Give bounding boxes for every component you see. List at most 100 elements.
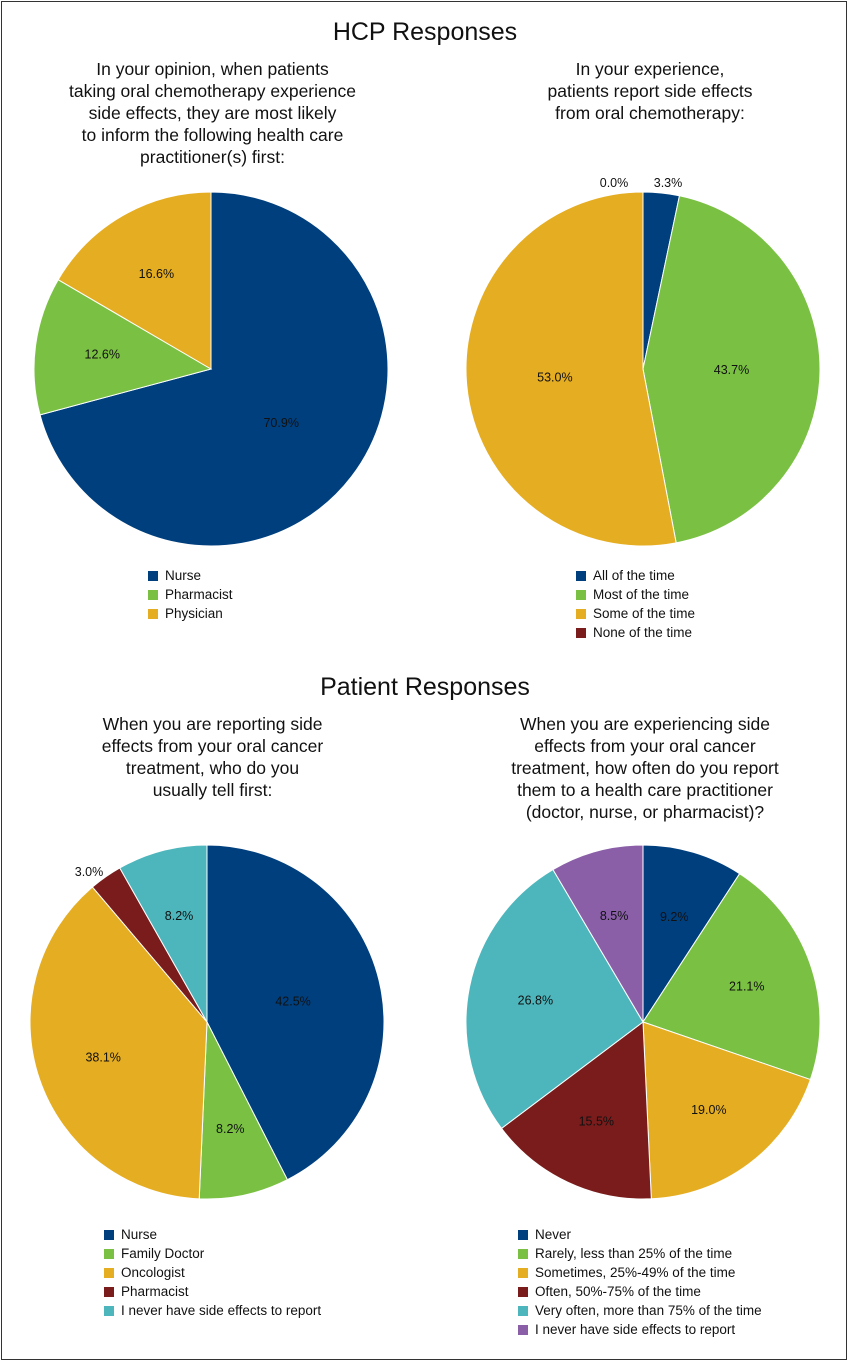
legend-label: Never — [535, 1227, 572, 1242]
legend-item-4-3: Sometimes, 25%-49% of the time — [518, 1263, 762, 1282]
data-label-2-4: 0.0% — [600, 176, 629, 190]
legend-item-3-4: Pharmacist — [104, 1282, 321, 1301]
legend-item-2-2: Most of the time — [576, 585, 695, 604]
legend-swatch — [148, 570, 158, 581]
data-label-3-2: 8.2% — [216, 1122, 245, 1136]
legend-swatch — [518, 1248, 528, 1259]
legend-item-3-1: Nurse — [104, 1225, 321, 1244]
legend-item-4-4: Often, 50%-75% of the time — [518, 1282, 762, 1301]
legend-swatch — [518, 1305, 528, 1316]
chart-2-question-line: from oral chemotherapy: — [555, 103, 745, 123]
legend-swatch — [518, 1324, 528, 1335]
legend-label: Rarely, less than 25% of the time — [535, 1246, 733, 1261]
chart-4-question: When you are experiencing side effects f… — [450, 713, 840, 823]
pie-slice-1-3 — [57, 191, 212, 370]
legend-label: Often, 50%-75% of the time — [535, 1284, 701, 1299]
data-label-4-3: 19.0% — [691, 1103, 726, 1117]
pie-slice-4-1 — [642, 844, 741, 1024]
legend-item-4-1: Never — [518, 1225, 762, 1244]
pie-slice-4-2 — [642, 873, 821, 1081]
legend-label: Pharmacist — [121, 1284, 189, 1299]
data-label-4-5: 26.8% — [518, 994, 553, 1008]
legend-swatch — [104, 1286, 114, 1297]
legend-label: Nurse — [121, 1227, 158, 1242]
data-label-3-5: 8.2% — [165, 909, 194, 923]
chart-1-question-line: practitioner(s) first: — [140, 147, 285, 167]
legend-label: All of the time — [593, 568, 675, 583]
chart-3-question-line: treatment, who do you — [125, 758, 300, 778]
data-label-3-3: 38.1% — [85, 1051, 120, 1065]
legend-label: Family Doctor — [121, 1246, 205, 1261]
chart-4-question-line: (doctor, nurse, or pharmacist)? — [525, 802, 765, 822]
legend-item-1-2: Pharmacist — [148, 585, 233, 604]
chart-1-legend: Nurse Pharmacist Physician — [148, 566, 233, 623]
pie-slice-4-6 — [552, 844, 644, 1024]
legend-swatch — [518, 1229, 528, 1240]
legend-swatch — [148, 608, 158, 619]
data-label-4-4: 15.5% — [579, 1114, 614, 1128]
chart-2-question-line: patients report side effects — [547, 81, 753, 101]
legend-item-4-5: Very often, more than 75% of the time — [518, 1301, 762, 1320]
pie-slice-2-2 — [642, 195, 821, 544]
data-label-1-3: 16.6% — [139, 267, 174, 281]
legend-swatch — [104, 1229, 114, 1240]
legend-swatch — [104, 1248, 114, 1259]
data-label-4-1: 9.2% — [660, 910, 689, 924]
pie-slice-3-2 — [198, 1020, 289, 1200]
legend-item-2-3: Some of the time — [576, 604, 695, 623]
hcp-section-title: HCP Responses — [332, 18, 518, 46]
legend-swatch — [104, 1267, 114, 1278]
pie-slice-4-4 — [500, 1021, 652, 1200]
chart-1-question-line: In your opinion, when patients — [96, 59, 329, 79]
chart-2-question-line: In your experience, — [575, 59, 725, 79]
data-label-2-1: 3.3% — [654, 176, 683, 190]
chart-3-question-line: effects from your oral cancer — [101, 736, 324, 756]
pie-slice-4-5 — [465, 868, 644, 1130]
legend-label: Pharmacist — [165, 587, 233, 602]
chart-3-question: When you are reporting side effects from… — [30, 713, 395, 801]
legend-swatch — [518, 1267, 528, 1278]
data-label-4-6: 8.5% — [600, 909, 629, 923]
legend-item-2-1: All of the time — [576, 566, 695, 585]
chart-3-question-line: usually tell first: — [152, 780, 273, 800]
chart-3-question-line: When you are reporting side — [102, 714, 323, 734]
legend-swatch — [576, 589, 586, 600]
chart-1-question-line: to inform the following health care — [81, 125, 344, 145]
chart-2-legend: All of the time Most of the time Some of t… — [576, 566, 695, 642]
data-label-4-2: 21.1% — [729, 979, 764, 993]
legend-label: I never have side effects to report — [121, 1303, 322, 1318]
legend-swatch — [148, 589, 158, 600]
chart-4-question-line: effects from your oral cancer — [534, 736, 756, 756]
pie-slice-3-3 — [29, 886, 208, 1200]
data-label-3-1: 42.5% — [275, 994, 310, 1008]
pie-slice-2-3 — [465, 191, 677, 547]
data-label-1-1: 70.9% — [263, 416, 298, 430]
legend-label: Physician — [165, 606, 223, 621]
chart-3-legend: Nurse Family Doctor Oncologist Pharmacist I … — [104, 1225, 321, 1320]
chart-4-legend: Never Rarely, less than 25% of the time So… — [518, 1225, 762, 1339]
patient-section-title: Patient Responses — [320, 673, 530, 701]
legend-label: Oncologist — [121, 1265, 185, 1280]
pie-slice-1-2 — [33, 279, 213, 416]
legend-item-2-4: None of the time — [576, 623, 695, 642]
legend-item-1-3: Physician — [148, 604, 233, 623]
pie-slice-4-3 — [642, 1021, 812, 1200]
chart-1-question: In your opinion, when patients taking or… — [30, 58, 395, 168]
legend-item-3-2: Family Doctor — [104, 1244, 321, 1263]
legend-item-1-1: Nurse — [148, 566, 233, 585]
legend-label: None of the time — [593, 625, 693, 640]
legend-label: Nurse — [165, 568, 202, 583]
pie-slice-3-1 — [206, 844, 385, 1181]
data-label-1-2: 12.6% — [85, 347, 120, 361]
chart-1-question-line: taking oral chemotherapy experience — [69, 81, 356, 101]
chart-1-question-line: side effects, they are most likely — [88, 103, 337, 123]
legend-label: Sometimes, 25%-49% of the time — [535, 1265, 736, 1280]
legend-swatch — [576, 608, 586, 619]
data-label-3-4: 3.0% — [75, 865, 104, 879]
legend-swatch — [576, 570, 586, 581]
legend-swatch — [104, 1305, 114, 1316]
pie-slice-3-5 — [119, 844, 208, 1024]
legend-swatch — [518, 1286, 528, 1297]
legend-label: I never have side effects to report — [535, 1322, 736, 1337]
